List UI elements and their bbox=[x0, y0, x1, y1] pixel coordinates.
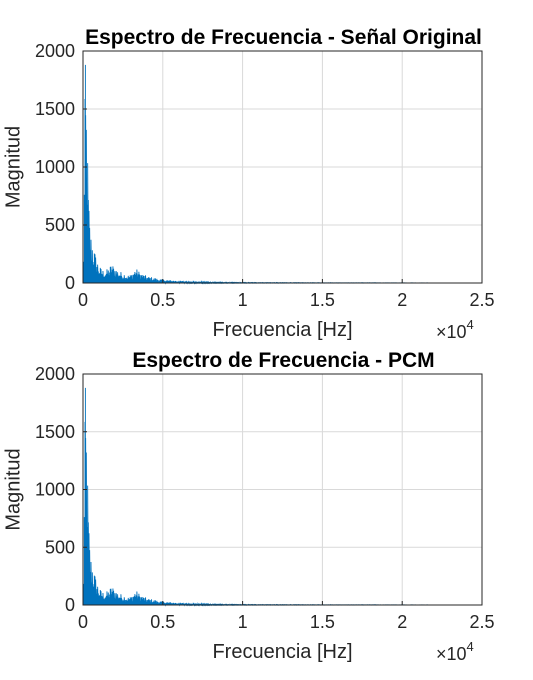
y-tick-labels: 0 500 1000 1500 2000 bbox=[35, 41, 75, 293]
y-tick-label: 500 bbox=[45, 537, 75, 557]
y-tick-label: 2000 bbox=[35, 364, 75, 384]
multiplier-base: ×10 bbox=[436, 644, 467, 664]
multiplier-exponent: 4 bbox=[467, 317, 474, 332]
y-axis-label: Magnitud bbox=[2, 448, 24, 530]
x-tick-label: 0.5 bbox=[150, 612, 175, 632]
y-tick-label: 0 bbox=[65, 595, 75, 615]
chart-title: Espectro de Frecuencia - PCM bbox=[132, 349, 434, 372]
multiplier-exponent: 4 bbox=[467, 639, 474, 654]
multiplier-base: ×10 bbox=[436, 322, 467, 342]
y-tick-label: 1500 bbox=[35, 422, 75, 442]
y-axis-label: Magnitud bbox=[2, 126, 24, 208]
x-tick-label: 0 bbox=[78, 612, 88, 632]
x-axis-label: Frecuencia [Hz] bbox=[212, 641, 352, 663]
x-tick-label: 0 bbox=[78, 290, 88, 310]
subplot-pcm: 0 0.5 1 1.5 2 2.5 0 500 1000 1500 2000 Espectro d… bbox=[2, 349, 494, 664]
y-tick-label: 2000 bbox=[35, 41, 75, 61]
spectrum-area bbox=[83, 387, 482, 607]
grid bbox=[82, 50, 483, 284]
x-tick-label: 2 bbox=[397, 612, 407, 632]
y-tick-labels: 0 500 1000 1500 2000 bbox=[35, 364, 75, 615]
x-tick-label: 0.5 bbox=[150, 290, 175, 310]
x-axis-multiplier: ×104 bbox=[436, 639, 474, 664]
x-axis-multiplier: ×104 bbox=[436, 317, 474, 342]
grid bbox=[82, 373, 483, 606]
subplot-original: 0 0.5 1 1.5 2 2.5 0 500 1000 1500 2000 Espectro d… bbox=[2, 26, 494, 342]
x-tick-label: 2.5 bbox=[469, 612, 494, 632]
x-tick-label: 2 bbox=[397, 290, 407, 310]
x-tick-labels: 0 0.5 1 1.5 2 2.5 bbox=[78, 290, 495, 310]
x-axis-label: Frecuencia [Hz] bbox=[212, 319, 352, 341]
y-tick-label: 1000 bbox=[35, 480, 75, 500]
x-tick-label: 2.5 bbox=[469, 290, 494, 310]
spectrum-area bbox=[83, 64, 482, 285]
x-tick-label: 1.5 bbox=[310, 612, 335, 632]
x-tick-labels: 0 0.5 1 1.5 2 2.5 bbox=[78, 612, 495, 632]
x-tick-label: 1.5 bbox=[310, 290, 335, 310]
y-tick-label: 1500 bbox=[35, 99, 75, 119]
y-tick-label: 0 bbox=[65, 273, 75, 293]
y-tick-label: 500 bbox=[45, 215, 75, 235]
chart-title: Espectro de Frecuencia - Señal Original bbox=[85, 26, 482, 49]
y-tick-label: 1000 bbox=[35, 157, 75, 177]
x-tick-label: 1 bbox=[238, 290, 248, 310]
x-tick-label: 1 bbox=[238, 612, 248, 632]
